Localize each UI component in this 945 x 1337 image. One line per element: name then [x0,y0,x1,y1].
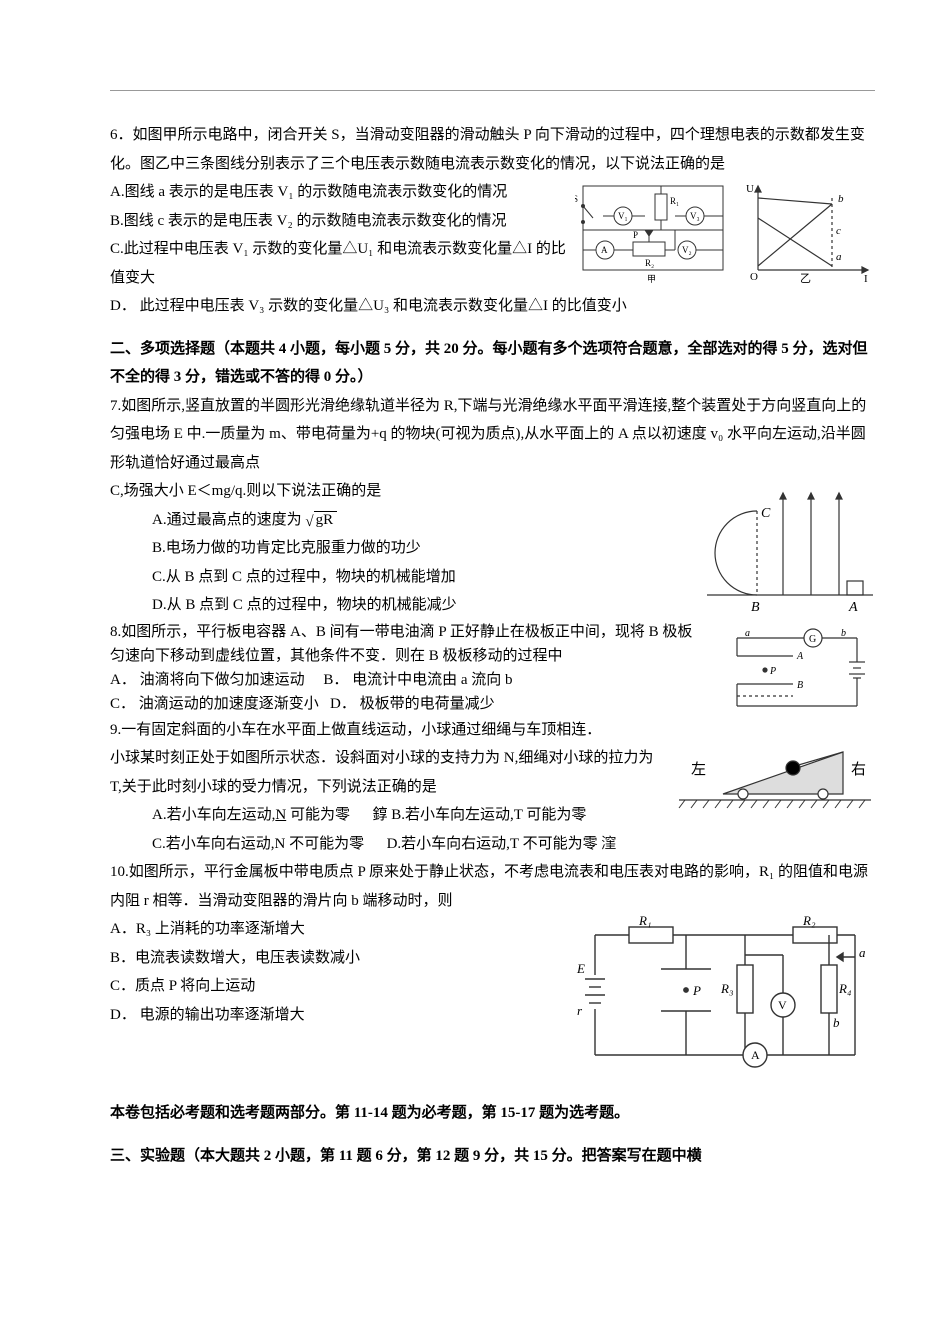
q8-label-Aplate: A [796,651,804,662]
q9-optD-garble: 漥 [601,836,616,852]
radical-sign: √ [305,508,313,537]
q6-line-c: c [836,225,841,237]
q8-optD: D． 极板带的电荷量减少 [330,696,495,712]
footer-note-1: 本卷包括必考题和选考题两部分。第 11-14 题为必考题，第 15-17 题为选… [110,1099,875,1128]
footer-note-2: 三、实验题（本大题共 2 小题，第 11 题 6 分，第 12 题 9 分，共 … [110,1142,875,1171]
q6-label-R1: R₁ [670,196,679,206]
q6-label-V2: V₂ [682,245,692,255]
q8-optA: A． 油滴将向下做匀加速运动 [110,672,305,688]
q6-label-A: A [601,245,608,255]
q7-stem1: 7.如图所示,竖直放置的半圆形光滑绝缘轨道半径为 R,下端与光滑绝缘水平面平滑连… [110,392,875,478]
q9-stem1: 9.一有固定斜面的小车在水平面上做直线运动，小球通过细绳与车顶相连． [110,716,875,745]
top-rule [110,90,875,91]
q8-label-a: a [745,628,750,639]
q10-label-b: b [833,1015,840,1030]
q6-caption-2: 乙 [800,272,811,285]
q6-label-V3: V₃ [690,211,700,221]
q7-label-B: B [751,600,760,615]
q8-optB: B． 电流计中电流由 a 流向 b [323,672,512,688]
q10-label-R2: R₂ [802,915,816,928]
q7-optA-prefix: A.通过最高点的速度为 [152,512,302,528]
q10-label-V: V [778,998,787,1012]
q7-figure: C B A [705,477,875,617]
q9-optA-post: 可能为零 [286,807,350,823]
q8-label-P: P [769,666,776,677]
q10-label-E: E [576,961,585,976]
q6-graph-diagram: U I O b c a 乙 [740,178,875,288]
q10-label-r: r [577,1003,583,1018]
q10-label-R4: R₄ [838,981,852,996]
q10-label-R3: R₃ [720,981,733,996]
q6-line-b: b [838,193,844,205]
q8-label-b: b [841,628,846,639]
q10-stem: 10.如图所示，平行金属板中带电质点 P 原来处于静止状态，不考虑电流表和电压表… [110,858,875,915]
q10-label-P: P [692,983,701,998]
q9-optA-pre: A.若小车向左运动, [152,807,275,823]
section-2-title: 二、多项选择题（本题共 4 小题，每小题 5 分，共 20 分。每小题有多个选项… [110,335,875,392]
q8-label-Bplate: B [797,680,803,691]
q9-optA-under: N [275,807,286,823]
q7-radicand: gR [314,511,338,529]
q8-label-G: G [809,634,816,645]
q6-axis-U: U [746,183,754,195]
q6-label-R2: R₂ [645,258,654,268]
q9-optC: C.若小车向右运动,N 不可能为零 [152,836,364,852]
q6-axis-I: I [864,273,868,285]
q6-origin: O [750,271,758,283]
q6-circuit-diagram: S V₁ V₃ R₁ A P R₂ V₂ 甲 [575,178,730,288]
q9-label-left: 左 [691,761,706,778]
q6-label-S: S [575,194,578,204]
q6-figures: S V₁ V₃ R₁ A P R₂ V₂ 甲 [575,178,875,288]
q6-line-a: a [836,251,842,263]
q9-label-right: 右 [851,761,866,778]
q6-label-V1: V₁ [618,211,628,221]
q10-label-A: A [751,1048,760,1062]
q9-optB: B.若小车向左运动,T 可能为零 [391,807,586,823]
q6-optD: D． 此过程中电压表 V₃ 示数的变化量△U₃ 和电流表示数变化量△I 的比值变… [110,292,875,321]
q6-caption-1: 甲 [647,274,656,284]
q7-label-A: A [848,600,858,615]
q9-row2: C.若小车向右运动,N 不可能为零 D.若小车向右运动,T 不可能为零 漥 [110,830,875,859]
q10-label-R1: R₁ [638,915,651,928]
q8-figure: a b A B P G [715,626,875,716]
q9-optD: D.若小车向右运动,T 不可能为零 [387,836,598,852]
q6-stem: 6．如图甲所示电路中，闭合开关 S，当滑动变阻器的滑动触头 P 向下滑动的过程中… [110,121,875,178]
q9-optB-garble: 錞 [372,807,387,823]
q6-label-P: P [633,230,638,240]
q7-label-C: C [761,506,771,521]
q9-figure: 左 右 [675,744,875,814]
q10-label-a: a [859,945,866,960]
q10-figure: E r R₁ R₂ R₃ R₄ P a b V A [575,915,875,1075]
q8-optC: C． 油滴运动的加速度逐渐变小 [110,696,319,712]
